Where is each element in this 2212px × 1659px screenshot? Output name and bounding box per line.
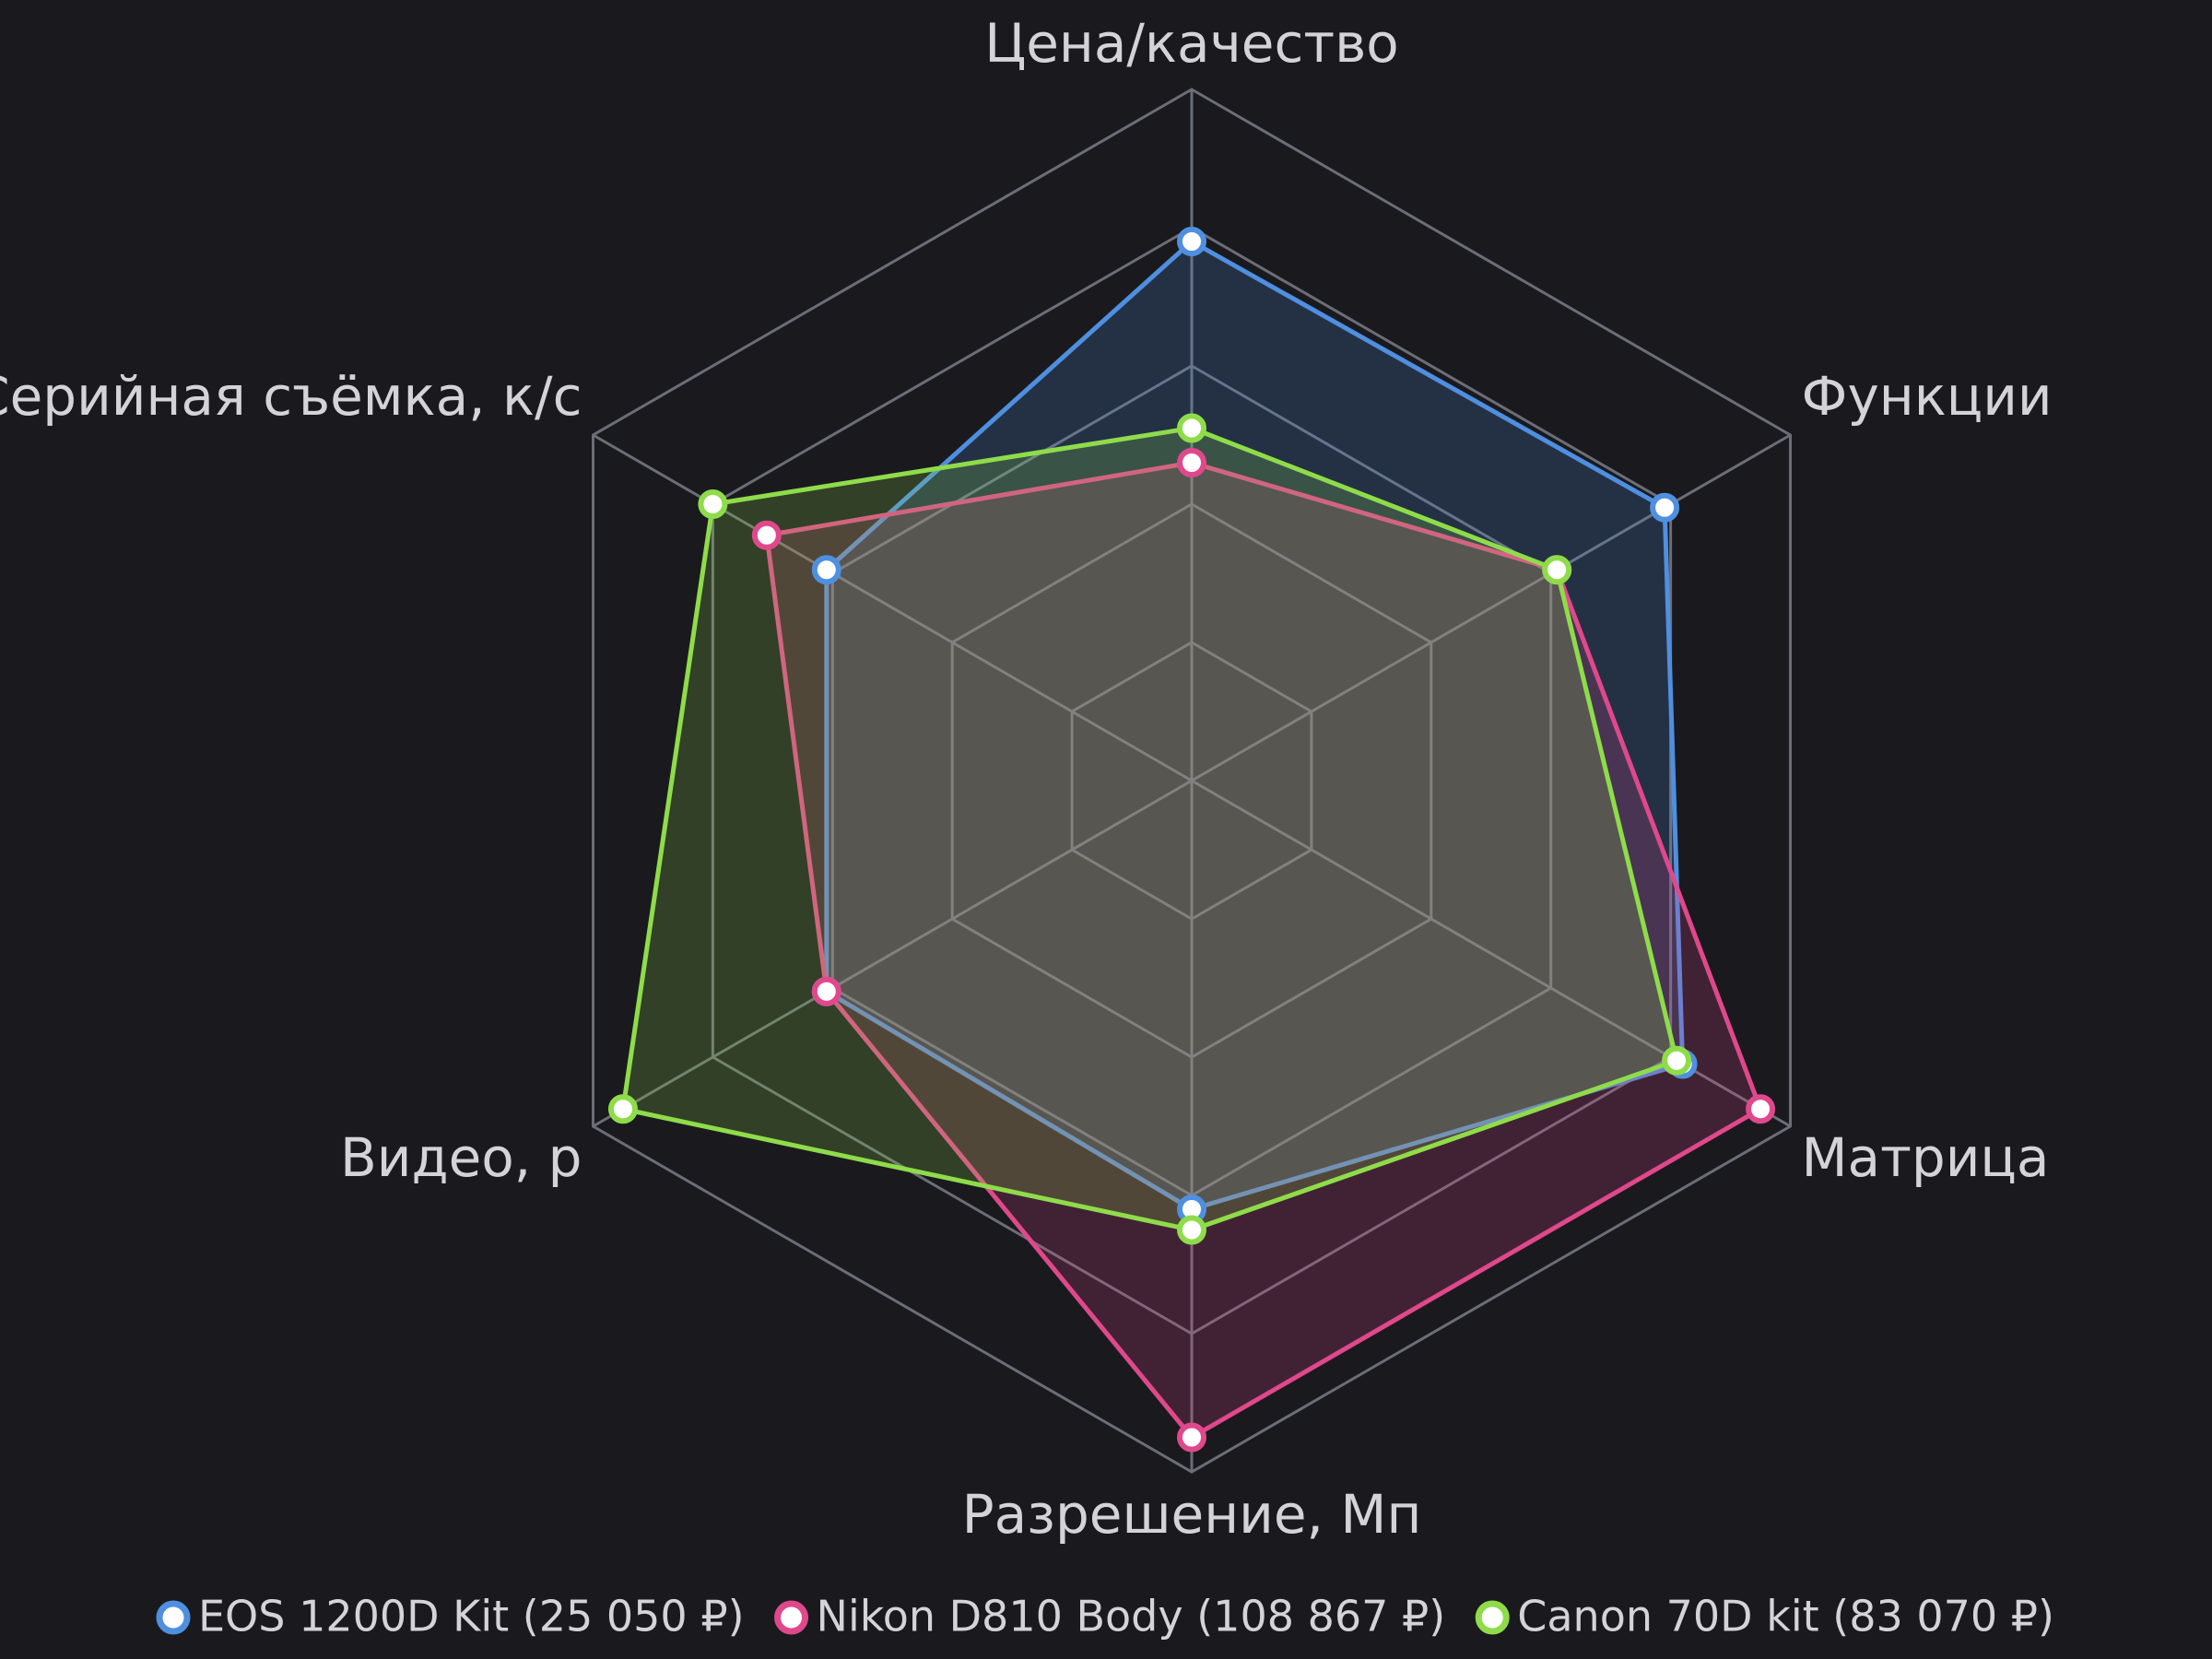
- axis-spoke: [1191, 433, 1792, 782]
- data-point: [811, 976, 841, 1006]
- data-point: [1662, 1045, 1692, 1076]
- axis-label: Серийная съёмка, к/с: [0, 365, 582, 428]
- legend-marker: [156, 1600, 191, 1635]
- legend-entry: Nikon D810 Body (108 867 ₽): [817, 1592, 1446, 1641]
- data-point: [1177, 448, 1206, 477]
- data-point: [1542, 555, 1572, 585]
- data-point: [698, 489, 728, 519]
- data-point: [1177, 1422, 1206, 1453]
- legend: EOS 1200D Kit (25 050 ₽) Nikon D810 Body …: [156, 1592, 2054, 1641]
- legend-marker: [774, 1600, 809, 1635]
- legend-entry: EOS 1200D Kit (25 050 ₽): [198, 1592, 745, 1641]
- data-point: [1177, 1215, 1206, 1245]
- data-point: [751, 520, 782, 550]
- axis-label: Матрица: [1802, 1126, 2050, 1189]
- legend-marker: [1475, 1600, 1510, 1635]
- data-point: [607, 1094, 638, 1124]
- data-point: [1650, 492, 1680, 523]
- data-point: [1177, 413, 1206, 443]
- axis-label: Видео, р: [340, 1126, 582, 1189]
- legend-entry: Canon 70D kit (83 070 ₽): [1517, 1592, 2054, 1641]
- axis-label: Функции: [1802, 365, 2053, 428]
- axis-label: Цена/качество: [984, 12, 1399, 75]
- data-point: [811, 555, 841, 585]
- data-point: [1177, 227, 1206, 256]
- axis-spoke: [592, 433, 1193, 782]
- axis-label: Разрешение, Мп: [962, 1483, 1422, 1546]
- data-point: [1746, 1094, 1776, 1124]
- axis-spoke: [592, 779, 1193, 1128]
